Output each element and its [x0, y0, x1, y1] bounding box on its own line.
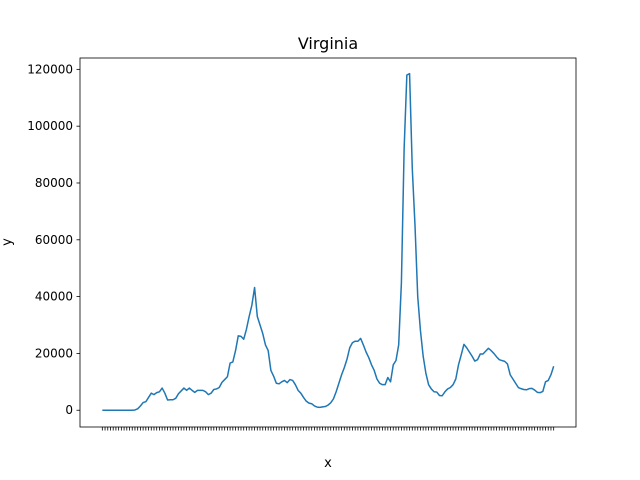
- y-tick-label: 100000: [27, 119, 73, 133]
- chart-title: Virginia: [298, 34, 358, 53]
- y-tick-label: 40000: [35, 290, 73, 304]
- y-axis: 0 20000 40000 60000 80000 100000 120000: [27, 62, 80, 417]
- plot-area: 0 20000 40000 60000 80000 100000 120000: [27, 57, 577, 431]
- x-axis: [101, 427, 555, 431]
- series-line: [102, 72, 555, 411]
- y-tick-label: 0: [65, 403, 73, 417]
- y-tick-label: 20000: [35, 346, 73, 360]
- y-tick-label: 120000: [27, 62, 73, 76]
- plot-frame: [79, 57, 577, 428]
- y-tick-label: 60000: [35, 233, 73, 247]
- y-axis-label: y: [0, 238, 15, 246]
- x-axis-label: x: [324, 456, 332, 471]
- y-tick-label: 80000: [35, 176, 73, 190]
